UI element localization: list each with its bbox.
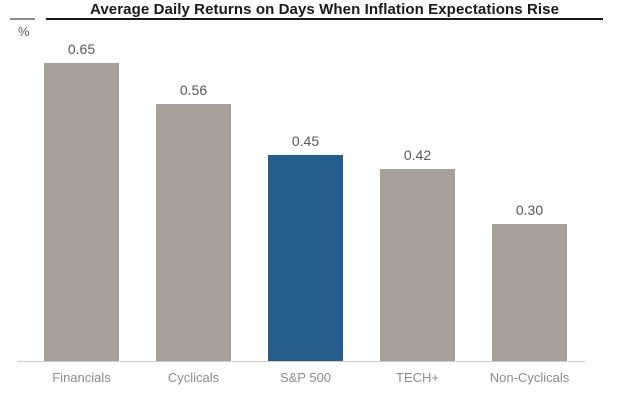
- x-axis-label: Financials: [52, 370, 111, 385]
- x-axis-label: TECH+: [396, 370, 439, 385]
- plot-area: 0.65 0.56 0.45 0.42 0.30: [44, 42, 567, 362]
- bar-column: 0.56: [156, 83, 231, 362]
- bar-column: 0.30: [492, 203, 567, 362]
- bar-value-label: 0.56: [179, 82, 208, 98]
- bar-value-label: 0.30: [515, 202, 544, 218]
- bar-value-label: 0.45: [291, 133, 320, 149]
- x-axis-label: S&P 500: [279, 370, 332, 385]
- bar-value-label: 0.65: [67, 41, 96, 57]
- bar-column: 0.45: [268, 134, 343, 362]
- bar: [492, 224, 567, 362]
- x-axis-label: Non-Cyclicals: [489, 370, 570, 385]
- chart-title: Average Daily Returns on Days When Infla…: [89, 1, 560, 18]
- bar-value-label: 0.42: [403, 147, 432, 163]
- top-left-tick-line: [10, 18, 35, 20]
- bar-column: 0.65: [44, 42, 119, 362]
- bar: [156, 104, 231, 362]
- x-axis-labels: Financials Cyclicals S&P 500 TECH+ Non-Cycli…: [44, 370, 570, 385]
- title-underline: [46, 18, 603, 20]
- bar-column: 0.42: [380, 148, 455, 362]
- bar: [380, 169, 455, 362]
- y-axis-unit-label: %: [18, 24, 30, 39]
- bar-highlighted: [268, 155, 343, 362]
- x-axis-label: Cyclicals: [167, 370, 220, 385]
- x-axis-line: [17, 361, 585, 362]
- bar: [44, 63, 119, 362]
